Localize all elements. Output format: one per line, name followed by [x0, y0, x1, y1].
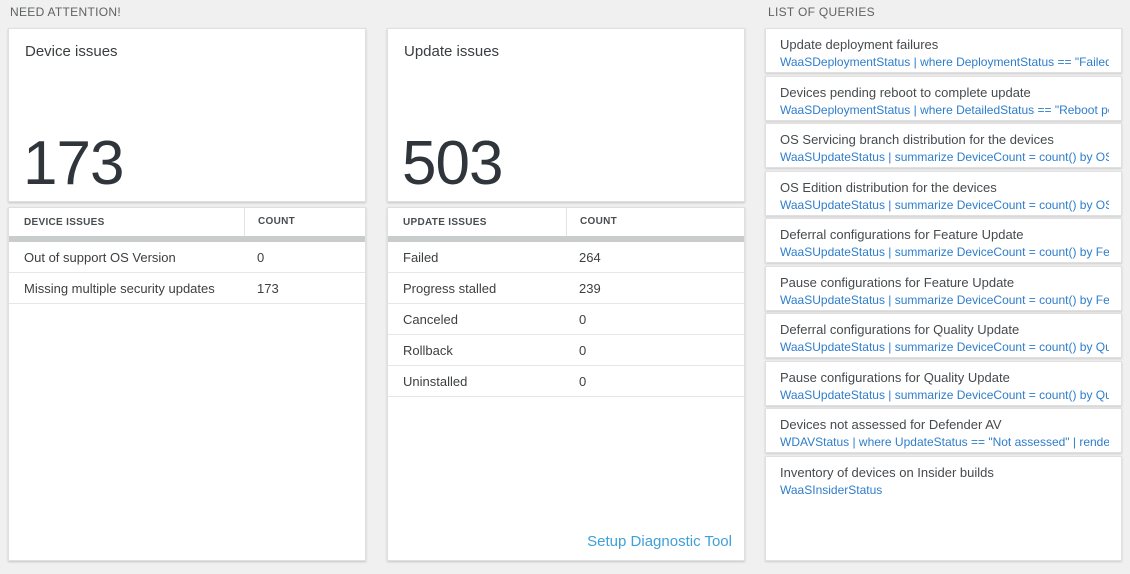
- update-issues-count: 503: [402, 129, 503, 198]
- table-row[interactable]: Canceled 0: [388, 304, 744, 335]
- query-kql: WaaSUpdateStatus | summarize DeviceCount…: [780, 388, 1109, 402]
- query-item[interactable]: OS Servicing branch distribution for the…: [765, 123, 1122, 168]
- query-item[interactable]: OS Edition distribution for the devices …: [765, 171, 1122, 216]
- table-row[interactable]: Missing multiple security updates 173: [9, 273, 365, 304]
- issue-count: 264: [579, 249, 601, 265]
- setup-diagnostic-tool-link[interactable]: Setup Diagnostic Tool: [587, 533, 732, 550]
- query-title: Pause configurations for Feature Update: [780, 275, 1015, 290]
- device-issues-table-card: DEVICE ISSUES COUNT Out of support OS Ve…: [8, 207, 366, 561]
- device-issues-table-header: DEVICE ISSUES COUNT: [9, 208, 365, 236]
- query-kql: WaaSUpdateStatus | summarize DeviceCount…: [780, 245, 1109, 259]
- count-column-header: COUNT: [566, 208, 744, 236]
- update-issues-title: Update issues: [404, 43, 500, 60]
- query-kql: WaaSUpdateStatus | summarize DeviceCount…: [780, 150, 1109, 164]
- table-row[interactable]: Progress stalled 239: [388, 273, 744, 304]
- query-kql: WaaSUpdateStatus | summarize DeviceCount…: [780, 198, 1109, 212]
- query-item[interactable]: Pause configurations for Quality Update …: [765, 361, 1122, 406]
- table-header-separator: [388, 236, 744, 242]
- issue-count: 0: [579, 342, 587, 358]
- issue-label: Progress stalled: [403, 280, 497, 296]
- table-row[interactable]: Out of support OS Version 0: [9, 242, 365, 273]
- device-issues-column-header: DEVICE ISSUES: [24, 216, 105, 228]
- issue-label: Rollback: [403, 342, 453, 358]
- query-title: Update deployment failures: [780, 37, 939, 52]
- table-row[interactable]: Rollback 0: [388, 335, 744, 366]
- need-attention-heading: NEED ATTENTION!: [10, 5, 121, 19]
- issue-label: Missing multiple security updates: [24, 280, 215, 296]
- issue-label: Out of support OS Version: [24, 249, 176, 265]
- query-title: Inventory of devices on Insider builds: [780, 465, 994, 480]
- update-issues-table-card: UPDATE ISSUES COUNT Failed 264 Progress …: [387, 207, 745, 561]
- table-header-separator: [9, 236, 365, 242]
- issue-count: 0: [579, 311, 587, 327]
- query-item[interactable]: Pause configurations for Feature Update …: [765, 266, 1122, 311]
- query-kql: WaaSUpdateStatus | summarize DeviceCount…: [780, 293, 1109, 307]
- update-issues-column-header: UPDATE ISSUES: [403, 216, 487, 228]
- table-row[interactable]: Failed 264: [388, 242, 744, 273]
- query-item[interactable]: Deferral configurations for Quality Upda…: [765, 313, 1122, 358]
- issue-count: 173: [257, 280, 279, 296]
- device-issues-count: 173: [23, 129, 124, 198]
- issue-label: Canceled: [403, 311, 458, 327]
- query-item[interactable]: Update deployment failures WaaSDeploymen…: [765, 28, 1122, 73]
- device-issues-tile[interactable]: Device issues 173: [8, 28, 366, 202]
- issue-count: 0: [579, 373, 587, 389]
- query-item[interactable]: Deferral configurations for Feature Upda…: [765, 218, 1122, 263]
- query-title: Pause configurations for Quality Update: [780, 370, 1010, 385]
- query-kql: WaaSDeploymentStatus | where DeploymentS…: [780, 55, 1109, 69]
- query-kql: WaaSUpdateStatus | summarize DeviceCount…: [780, 340, 1109, 354]
- query-title: Devices pending reboot to complete updat…: [780, 85, 1031, 100]
- query-title: Devices not assessed for Defender AV: [780, 417, 1002, 432]
- query-item[interactable]: Devices not assessed for Defender AV WDA…: [765, 408, 1122, 453]
- update-issues-tile[interactable]: Update issues 503: [387, 28, 745, 202]
- issue-label: Uninstalled: [403, 373, 468, 389]
- list-of-queries-heading: LIST OF QUERIES: [768, 5, 875, 19]
- issue-count: 0: [257, 249, 265, 265]
- table-row[interactable]: Uninstalled 0: [388, 366, 744, 397]
- query-title: Deferral configurations for Feature Upda…: [780, 227, 1024, 242]
- count-column-header: COUNT: [244, 208, 365, 236]
- issue-label: Failed: [403, 249, 439, 265]
- query-title: Deferral configurations for Quality Upda…: [780, 322, 1020, 337]
- device-issues-title: Device issues: [25, 43, 118, 60]
- query-kql: WaaSDeploymentStatus | where DetailedSta…: [780, 103, 1109, 117]
- query-kql: WDAVStatus | where UpdateStatus == "Not …: [780, 435, 1109, 449]
- issue-count: 239: [579, 280, 601, 296]
- query-title: OS Edition distribution for the devices: [780, 180, 997, 195]
- update-issues-table-header: UPDATE ISSUES COUNT: [388, 208, 744, 236]
- query-title: OS Servicing branch distribution for the…: [780, 132, 1054, 147]
- query-item[interactable]: Inventory of devices on Insider builds W…: [765, 456, 1122, 561]
- query-kql: WaaSInsiderStatus: [780, 483, 883, 497]
- query-item[interactable]: Devices pending reboot to complete updat…: [765, 76, 1122, 121]
